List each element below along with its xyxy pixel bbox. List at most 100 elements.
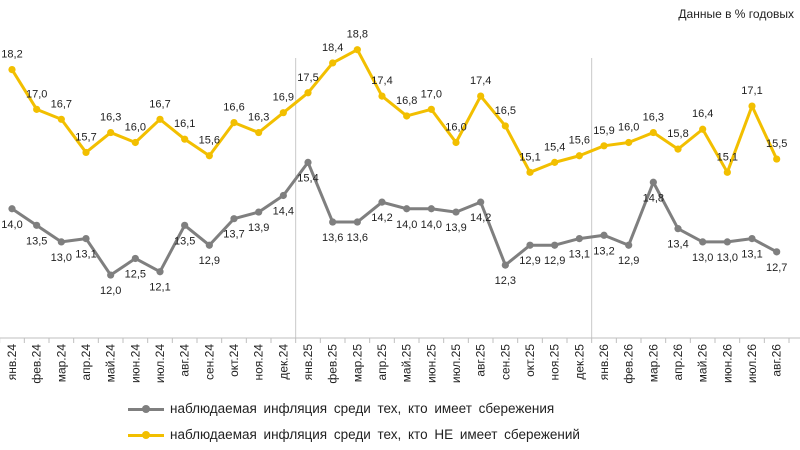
data-label-non-savers: 17,4: [470, 75, 491, 87]
legend-label-non-savers: наблюдаемая инфляция среди тех, кто НЕ и…: [170, 427, 580, 442]
data-label-non-savers: 16,7: [51, 98, 72, 110]
data-label-non-savers: 18,8: [347, 29, 368, 41]
x-tick-label: ноя.25: [548, 344, 562, 381]
data-point-non-savers: [723, 168, 731, 176]
data-point-non-savers: [600, 142, 608, 150]
data-label-non-savers: 16,0: [445, 121, 466, 133]
legend-item-savers: наблюдаемая инфляция среди тех, кто имее…: [128, 401, 554, 416]
data-point-non-savers: [625, 138, 633, 147]
data-label-non-savers: 16,8: [396, 95, 417, 107]
data-label-savers: 14,0: [396, 219, 417, 231]
x-tick-label: окт.24: [227, 344, 241, 377]
data-label-savers: 12,0: [100, 285, 121, 297]
data-point-non-savers: [353, 46, 361, 54]
data-point-savers: [8, 205, 16, 213]
data-label-savers: 13,1: [569, 249, 590, 261]
data-point-savers: [625, 241, 633, 249]
data-point-savers: [501, 261, 509, 269]
data-label-non-savers: 15,1: [717, 151, 738, 163]
series-line-non-savers: [10, 48, 779, 174]
x-tick-label: апр.24: [79, 344, 93, 381]
data-point-savers: [526, 241, 534, 249]
data-label-non-savers: 15,9: [593, 125, 614, 137]
x-tick-label: авг.25: [474, 344, 488, 377]
legend-swatch-savers: [128, 404, 164, 414]
data-point-savers: [378, 198, 386, 206]
data-point-savers: [230, 215, 238, 223]
data-label-savers: 12,3: [495, 275, 516, 287]
x-tick-label: авг.26: [770, 344, 784, 377]
data-label-savers: 13,0: [717, 252, 738, 264]
x-tick-label: сен.25: [498, 344, 512, 380]
data-point-non-savers: [156, 115, 164, 123]
x-tick-label: май.26: [696, 344, 710, 383]
x-tick-label: мар.24: [54, 344, 68, 383]
data-label-non-savers: 15,5: [766, 138, 787, 150]
x-tick-label: ноя.24: [252, 344, 266, 381]
data-point-savers: [304, 158, 312, 166]
x-tick-label: окт.25: [523, 344, 537, 377]
data-label-savers: 13,9: [248, 222, 269, 234]
data-point-non-savers: [107, 128, 115, 137]
data-label-non-savers: 16,5: [495, 105, 516, 117]
data-label-non-savers: 16,6: [223, 102, 244, 114]
data-label-savers: 12,9: [519, 255, 540, 267]
data-point-non-savers: [575, 152, 583, 160]
data-label-savers: 13,4: [667, 239, 688, 251]
data-label-non-savers: 18,4: [322, 42, 343, 54]
data-point-savers: [33, 221, 41, 229]
data-point-savers: [600, 231, 608, 239]
data-point-non-savers: [230, 119, 238, 127]
data-label-savers: 12,9: [544, 255, 565, 267]
x-tick-label: фев.26: [622, 344, 636, 384]
data-label-non-savers: 16,7: [149, 98, 170, 110]
x-tick-label: июл.25: [449, 344, 463, 383]
x-tick-label: сен.24: [202, 344, 216, 380]
data-point-non-savers: [649, 128, 657, 137]
x-tick-label: янв.24: [5, 344, 19, 381]
data-point-non-savers: [378, 92, 386, 100]
data-point-savers: [403, 205, 411, 213]
data-point-non-savers: [477, 92, 485, 100]
data-label-savers: 14,8: [643, 192, 664, 204]
data-point-non-savers: [748, 102, 756, 110]
series-line-savers: [11, 160, 778, 277]
data-point-non-savers: [526, 168, 534, 176]
data-point-non-savers: [82, 148, 90, 157]
data-label-non-savers: 18,2: [1, 49, 22, 61]
data-label-non-savers: 15,1: [519, 151, 540, 163]
data-point-savers: [255, 208, 263, 216]
data-point-savers: [57, 238, 65, 246]
data-label-non-savers: 16,4: [692, 108, 713, 120]
data-label-savers: 13,7: [223, 229, 244, 241]
x-tick-label: мар.25: [350, 344, 364, 383]
data-point-savers: [205, 241, 213, 249]
x-tick-label: янв.26: [597, 344, 611, 381]
data-point-non-savers: [33, 105, 41, 113]
data-label-savers: 13,1: [741, 249, 762, 261]
data-label-savers: 15,4: [297, 172, 318, 184]
data-label-non-savers: 16,3: [643, 112, 664, 124]
legend-swatch-non-savers: [128, 430, 164, 440]
data-label-savers: 13,0: [692, 252, 713, 264]
data-label-non-savers: 15,6: [199, 135, 220, 147]
data-point-non-savers: [403, 112, 411, 120]
data-label-savers: 14,2: [470, 212, 491, 224]
data-point-savers: [107, 271, 115, 279]
data-point-savers: [452, 208, 460, 216]
data-label-non-savers: 17,0: [26, 88, 47, 100]
data-point-non-savers: [279, 109, 287, 117]
data-label-savers: 13,1: [75, 249, 96, 261]
data-point-non-savers: [255, 128, 263, 137]
data-point-savers: [674, 225, 682, 233]
x-tick-label: фев.25: [326, 344, 340, 384]
data-point-non-savers: [427, 105, 435, 113]
data-label-non-savers: 16,0: [618, 121, 639, 133]
data-label-savers: 14,0: [1, 219, 22, 231]
data-point-savers: [551, 241, 559, 249]
x-tick-label: июн.25: [424, 344, 438, 383]
data-point-savers: [427, 205, 435, 213]
x-tick-label: фев.24: [30, 344, 44, 384]
data-point-non-savers: [205, 152, 213, 160]
data-point-non-savers: [8, 65, 16, 74]
